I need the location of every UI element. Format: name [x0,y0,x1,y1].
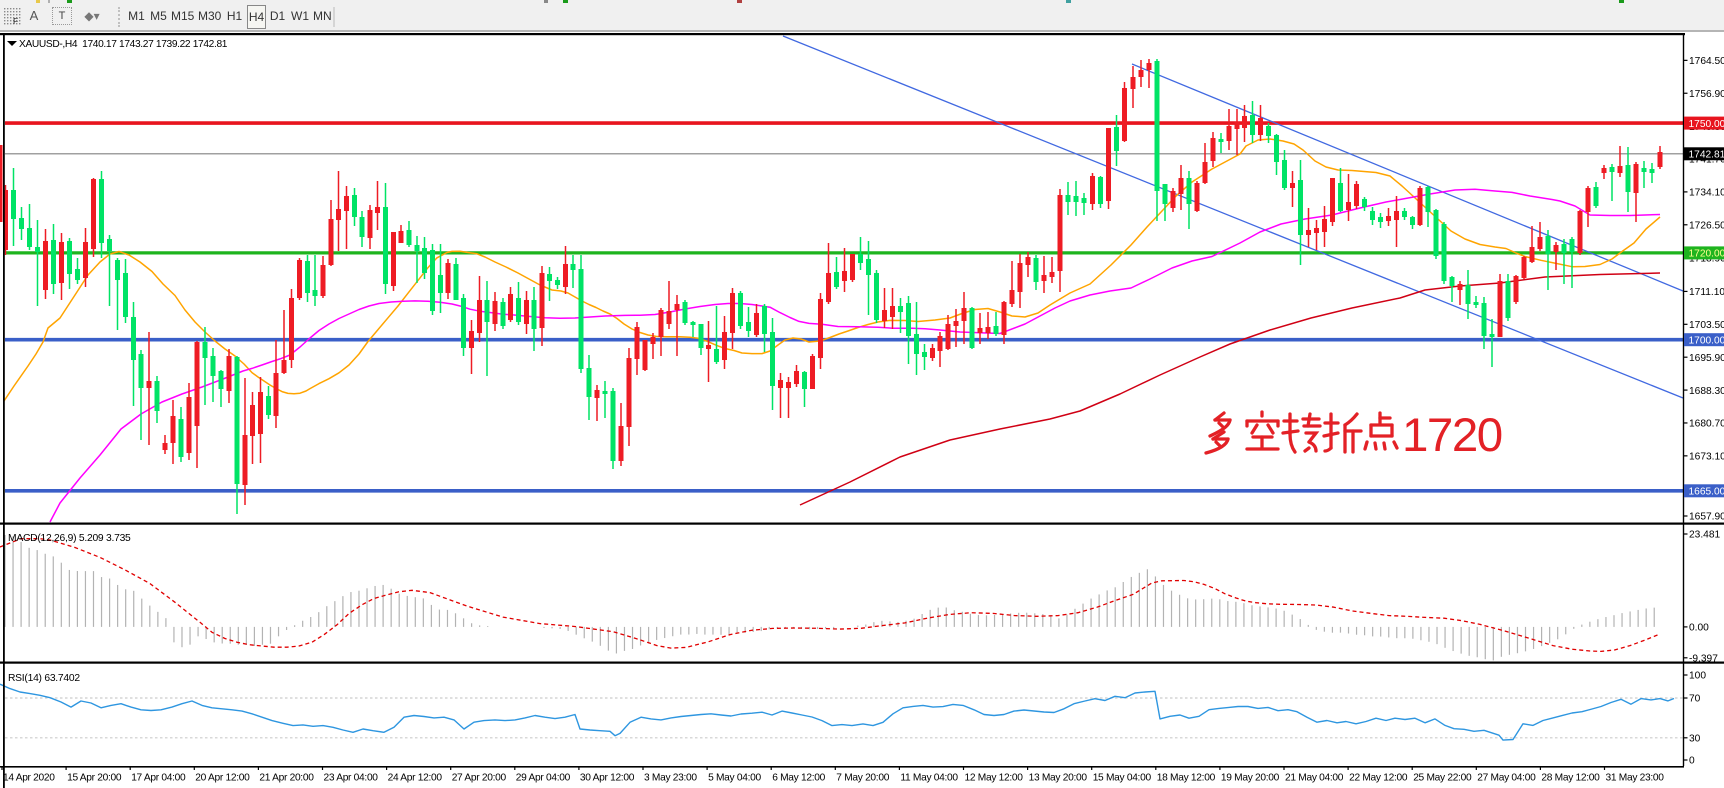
svg-text:1711.10: 1711.10 [1689,287,1724,298]
svg-text:27 Apr 20:00: 27 Apr 20:00 [452,773,507,784]
svg-text:21 Apr 20:00: 21 Apr 20:00 [259,773,314,784]
svg-text:24 Apr 12:00: 24 Apr 12:00 [388,773,443,784]
svg-text:1665.00: 1665.00 [1689,487,1724,498]
svg-text:1734.10: 1734.10 [1689,188,1724,199]
svg-text:1720: 1720 [1402,409,1502,462]
svg-text:-9.397: -9.397 [1689,654,1718,665]
svg-text:30: 30 [1689,734,1701,745]
svg-text:XAUUSD-,H4 1740.17 1743.27 17: XAUUSD-,H4 1740.17 1743.27 1739.22 1742.… [19,39,228,50]
svg-text:3 May 23:00: 3 May 23:00 [644,773,697,784]
svg-text:70: 70 [1689,694,1701,705]
svg-text:14 Apr 2020: 14 Apr 2020 [3,773,55,784]
svg-text:1688.30: 1688.30 [1689,386,1724,397]
svg-text:25 May 22:00: 25 May 22:00 [1413,773,1472,784]
svg-text:1700.00: 1700.00 [1689,335,1724,346]
svg-text:13 May 20:00: 13 May 20:00 [1029,773,1088,784]
svg-text:29 Apr 04:00: 29 Apr 04:00 [516,773,571,784]
svg-text:1742.81: 1742.81 [1689,150,1724,161]
svg-text:0: 0 [1689,756,1695,767]
svg-text:15 Apr 20:00: 15 Apr 20:00 [67,773,122,784]
svg-text:1756.90: 1756.90 [1689,89,1724,100]
svg-text:18 May 12:00: 18 May 12:00 [1157,773,1216,784]
svg-text:27 May 04:00: 27 May 04:00 [1477,773,1536,784]
svg-text:1680.70: 1680.70 [1689,419,1724,430]
svg-text:15 May 04:00: 15 May 04:00 [1093,773,1152,784]
svg-text:5 May 04:00: 5 May 04:00 [708,773,761,784]
svg-text:1764.50: 1764.50 [1689,56,1724,67]
svg-text:1726.50: 1726.50 [1689,220,1724,231]
svg-text:1657.90: 1657.90 [1689,512,1724,523]
svg-text:31 May 23:00: 31 May 23:00 [1606,773,1665,784]
svg-text:MACD(12,26,9) 5.209 3.735: MACD(12,26,9) 5.209 3.735 [8,533,131,544]
svg-text:20 Apr 12:00: 20 Apr 12:00 [195,773,250,784]
svg-text:RSI(14) 63.7402: RSI(14) 63.7402 [8,673,80,684]
svg-text:23 Apr 04:00: 23 Apr 04:00 [324,773,379,784]
svg-text:F: F [13,16,18,25]
svg-text:21 May 04:00: 21 May 04:00 [1285,773,1344,784]
svg-text:11 May 04:00: 11 May 04:00 [900,773,958,784]
svg-text:0.00: 0.00 [1689,623,1709,634]
svg-text:19 May 20:00: 19 May 20:00 [1221,773,1280,784]
svg-text:12 May 12:00: 12 May 12:00 [965,773,1024,784]
svg-text:22 May 12:00: 22 May 12:00 [1349,773,1408,784]
svg-text:7 May 20:00: 7 May 20:00 [836,773,889,784]
svg-text:1703.50: 1703.50 [1689,320,1724,331]
svg-text:1720.00: 1720.00 [1689,249,1724,260]
svg-text:100: 100 [1689,671,1706,682]
svg-text:1673.10: 1673.10 [1689,452,1724,463]
svg-text:6 May 12:00: 6 May 12:00 [772,773,825,784]
svg-text:30 Apr 12:00: 30 Apr 12:00 [580,773,635,784]
svg-text:23.481: 23.481 [1689,530,1720,541]
svg-text:1750.00: 1750.00 [1689,119,1724,130]
svg-text:1695.90: 1695.90 [1689,353,1724,364]
svg-text:28 May 12:00: 28 May 12:00 [1541,773,1600,784]
svg-text:17 Apr 04:00: 17 Apr 04:00 [131,773,186,784]
